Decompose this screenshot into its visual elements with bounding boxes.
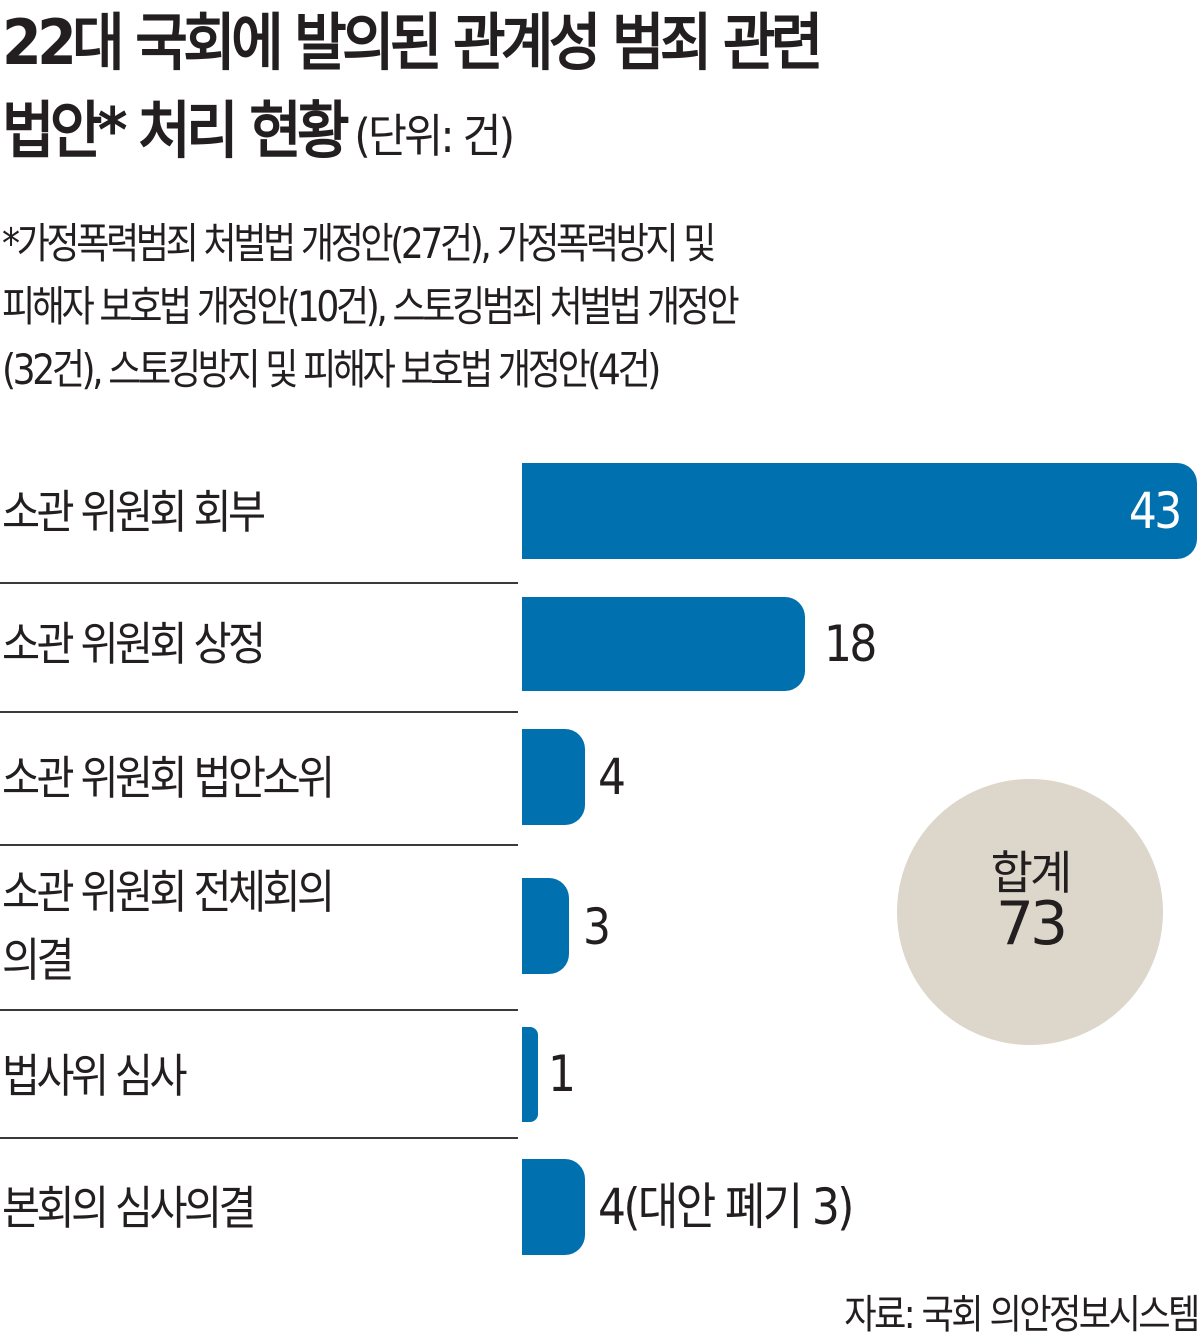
value-subcommittee: 4 xyxy=(598,748,626,806)
value-judiciary-review: 1 xyxy=(548,1045,576,1103)
row-label-tabled: 소관 위원회 상정 xyxy=(2,617,266,671)
chart-title-line2: 법안* 처리 현황 (단위: 건) xyxy=(2,100,515,163)
bar-plenary-committee xyxy=(522,878,569,974)
total-circle: 합계 73 xyxy=(897,779,1163,1045)
unit-label: (단위: 건) xyxy=(354,109,515,163)
title-text: 법안* 처리 현황 xyxy=(2,94,350,167)
bar-plenary-session xyxy=(522,1159,585,1255)
footnote-line: 피해자 보호법 개정안(10건), 스토킹범죄 처벌법 개정안 xyxy=(2,282,740,331)
bar-subcommittee xyxy=(522,729,585,825)
footnote-line: (32건), 스토킹방지 및 피해자 보호법 개정안(4건) xyxy=(2,345,661,394)
chart-title-line1: 22대 국회에 발의된 관계성 범죄 관련 xyxy=(2,6,823,79)
row-label-subcommittee: 소관 위원회 법안소위 xyxy=(2,751,335,805)
total-value: 73 xyxy=(995,889,1068,959)
row-label-judiciary-review: 법사위 심사 xyxy=(2,1049,188,1103)
footnote: *가정폭력범죄 처벌법 개정안(27건), 가정폭력방지 및 피해자 보호법 개… xyxy=(2,212,740,401)
bar-referral xyxy=(522,463,1197,559)
row-divider xyxy=(0,582,518,584)
row-divider xyxy=(0,1137,518,1139)
row-label-plenary-committee-line2: 의결 xyxy=(2,933,75,987)
bar-tabled xyxy=(522,597,805,691)
value-plenary-committee: 3 xyxy=(583,898,611,956)
row-divider xyxy=(0,844,518,846)
value-tabled: 18 xyxy=(824,615,877,673)
value-plenary-session: 4(대안 폐기 3) xyxy=(598,1178,854,1236)
total-label: 합계 xyxy=(990,846,1073,900)
row-label-plenary-session: 본회의 심사의결 xyxy=(2,1181,257,1235)
row-divider xyxy=(0,1009,518,1011)
row-label-plenary-committee: 소관 위원회 전체회의 xyxy=(2,865,335,919)
value-referral: 43 xyxy=(1129,482,1182,540)
row-divider xyxy=(0,711,518,713)
source-note: 자료: 국회 의안정보시스템 xyxy=(844,1292,1200,1338)
bar-judiciary-review xyxy=(522,1027,538,1122)
row-label-referral: 소관 위원회 회부 xyxy=(2,485,266,539)
footnote-line: *가정폭력범죄 처벌법 개정안(27건), 가정폭력방지 및 xyxy=(2,219,716,268)
